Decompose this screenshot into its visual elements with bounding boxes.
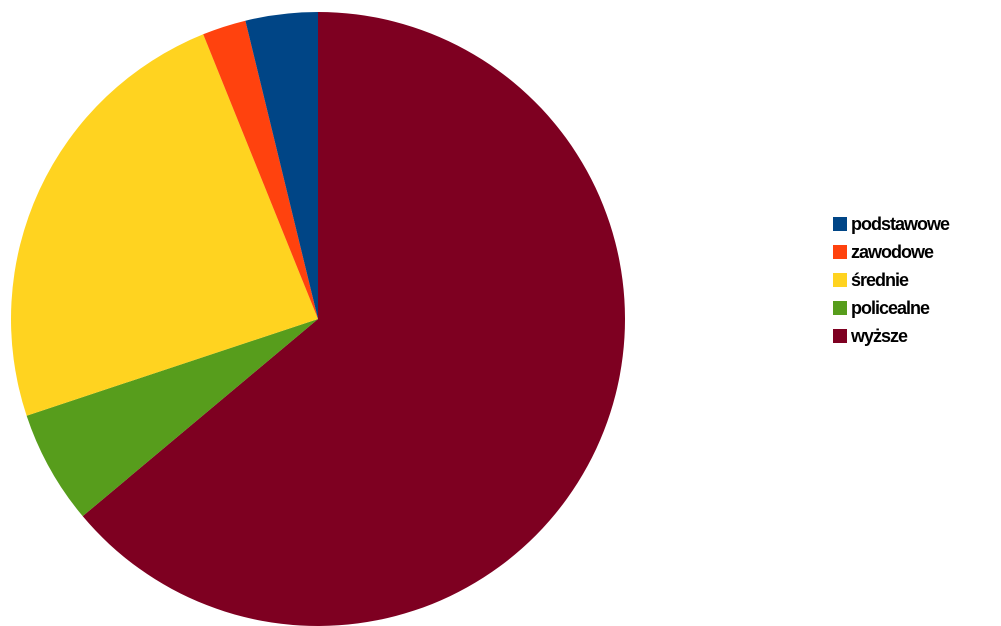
legend-label-policealne: policealne bbox=[851, 297, 930, 318]
legend-swatch-srednie bbox=[833, 273, 847, 287]
legend-label-srednie: średnie bbox=[851, 269, 909, 290]
legend-label-wyzsze: wyższe bbox=[851, 325, 908, 346]
legend-swatch-policealne bbox=[833, 301, 847, 315]
pie-chart-plot bbox=[11, 11, 626, 626]
legend-swatch-zawodowe bbox=[833, 245, 847, 259]
legend-item-policealne: policealne bbox=[833, 294, 1001, 322]
legend-label-zawodowe: zawodowe bbox=[851, 241, 934, 262]
pie-slice-wyzsze bbox=[82, 11, 626, 626]
pie-slice-srednie bbox=[11, 34, 318, 416]
chart-legend: podstawowe zawodowe średnie policealne w… bbox=[833, 210, 1001, 350]
pie-slice-policealne bbox=[26, 319, 318, 517]
pie-slice-podstawowe bbox=[245, 12, 318, 319]
legend-item-zawodowe: zawodowe bbox=[833, 238, 1001, 266]
legend-swatch-podstawowe bbox=[833, 217, 847, 231]
legend-item-wyzsze: wyższe bbox=[833, 322, 1001, 350]
legend-swatch-wyzsze bbox=[833, 329, 847, 343]
legend-item-srednie: średnie bbox=[833, 266, 1001, 294]
legend-item-podstawowe: podstawowe bbox=[833, 210, 1001, 238]
legend-label-podstawowe: podstawowe bbox=[851, 213, 950, 234]
pie-slice-zawodowe bbox=[203, 20, 318, 320]
